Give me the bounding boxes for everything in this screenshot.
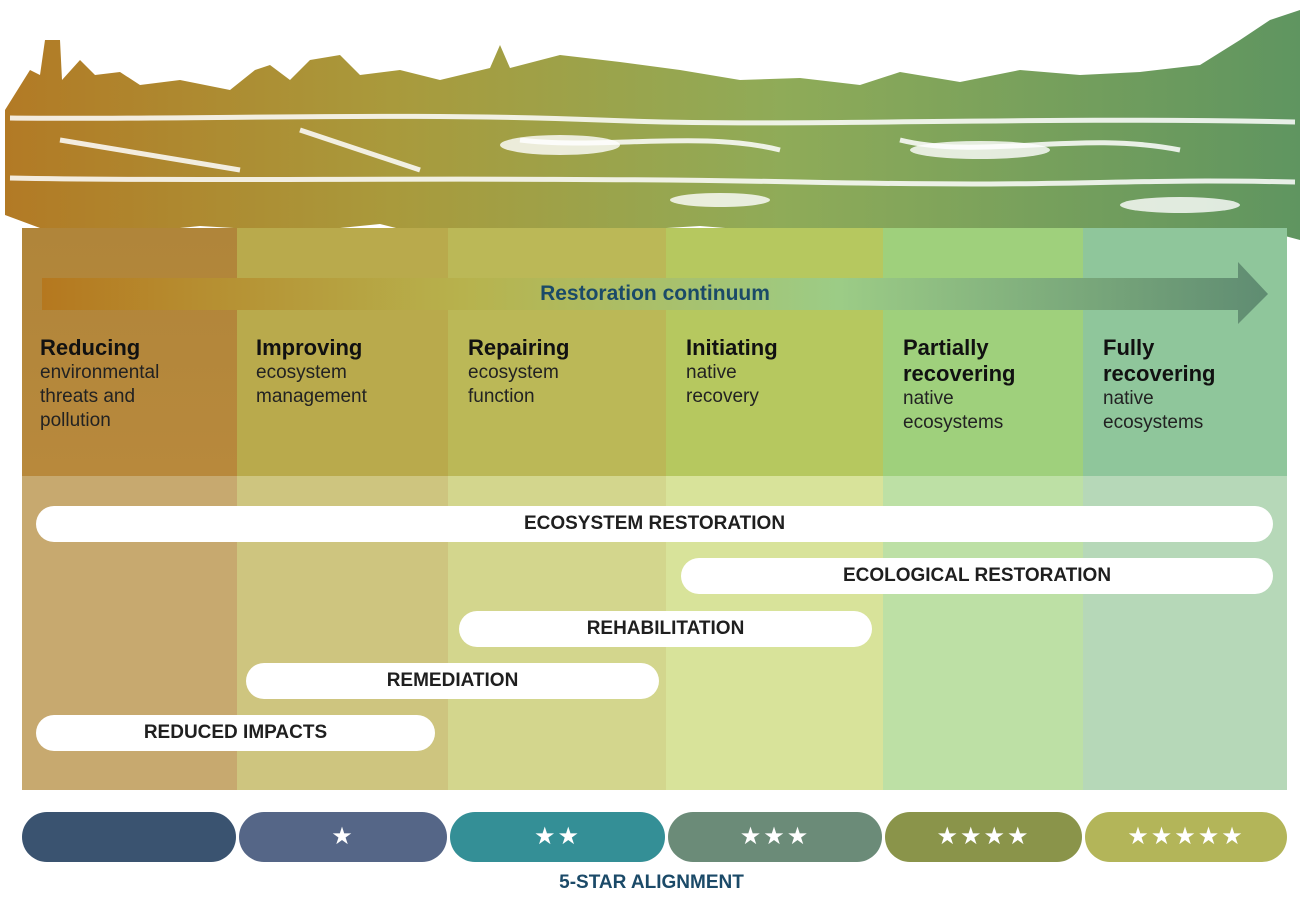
stage-description: native recovery <box>686 361 786 409</box>
stage-description: native ecosystems <box>903 387 1033 435</box>
stage-title: Initiating <box>686 335 866 361</box>
activity-bar: REHABILITATION <box>459 611 872 647</box>
activity-bar: REDUCED IMPACTS <box>36 715 435 751</box>
activity-bar: REMEDIATION <box>246 663 659 699</box>
stage: Improving ecosystem management <box>256 335 436 409</box>
stage: Initiating native recovery <box>686 335 866 409</box>
star-segment: ★ <box>239 812 447 862</box>
stage-description: ecosystem management <box>256 361 406 409</box>
alignment-label: 5-STAR ALIGNMENT <box>0 872 1303 894</box>
stage-description: environmental threats and pollution <box>40 361 200 433</box>
page: Restoration continuum Reducing environme… <box>0 0 1303 899</box>
stage-title: Reducing <box>40 335 230 361</box>
stage: Fully recovering native ecosystems <box>1103 335 1243 435</box>
star-segment: ★★★★★ <box>1085 812 1287 862</box>
stage-title: Fully recovering <box>1103 335 1238 387</box>
stage-description: ecosystem function <box>468 361 588 409</box>
star-segment: ★★★★ <box>885 812 1082 862</box>
stage: Partially recovering native ecosystems <box>903 335 1043 435</box>
stage-title: Repairing <box>468 335 648 361</box>
stage-title: Partially recovering <box>903 335 1038 387</box>
stage: Repairing ecosystem function <box>468 335 648 409</box>
star-segment <box>22 812 236 862</box>
star-segment: ★★ <box>450 812 665 862</box>
stage-description: native ecosystems <box>1103 387 1233 435</box>
stage-title: Improving <box>256 335 436 361</box>
star-segment: ★★★ <box>668 812 882 862</box>
activity-bar: ECOLOGICAL RESTORATION <box>681 558 1273 594</box>
continuum-label: Restoration continuum <box>42 279 1268 309</box>
stage: Reducing environmental threats and pollu… <box>40 335 230 433</box>
activity-bar: ECOSYSTEM RESTORATION <box>36 506 1273 542</box>
